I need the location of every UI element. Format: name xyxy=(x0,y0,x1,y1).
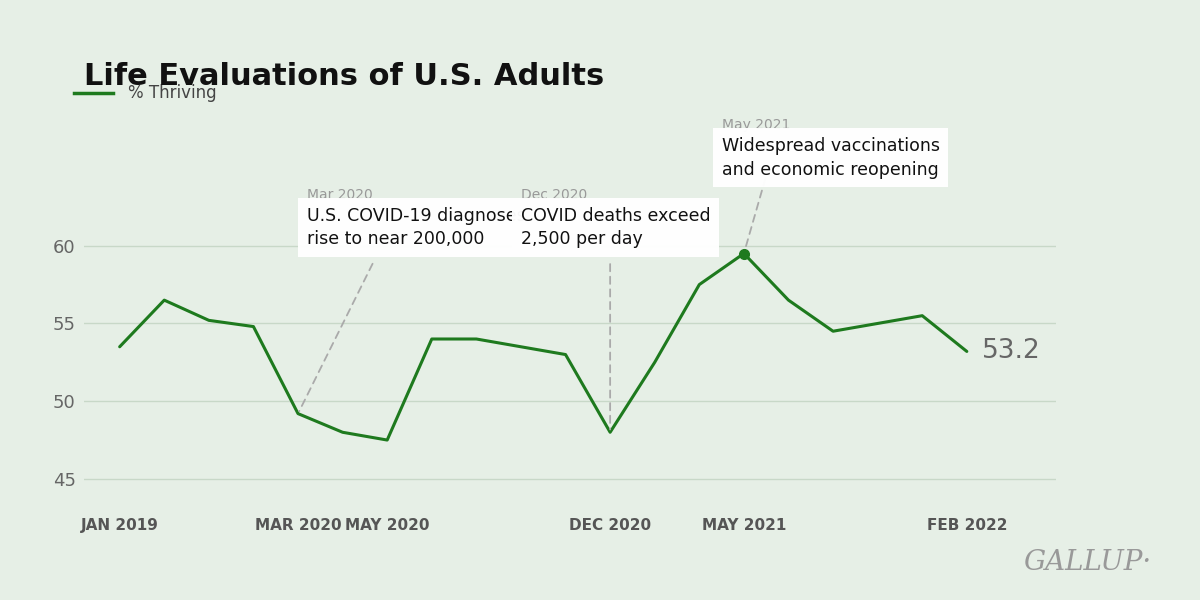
Text: May 2021: May 2021 xyxy=(721,118,790,132)
Text: Widespread vaccinations
and economic reopening: Widespread vaccinations and economic reo… xyxy=(721,137,940,179)
Text: U.S. COVID-19 diagnoses
rise to near 200,000: U.S. COVID-19 diagnoses rise to near 200… xyxy=(307,207,526,248)
Text: % Thriving: % Thriving xyxy=(127,84,216,102)
Text: Dec 2020: Dec 2020 xyxy=(521,188,587,202)
Text: Life Evaluations of U.S. Adults: Life Evaluations of U.S. Adults xyxy=(84,62,605,91)
Text: Mar 2020: Mar 2020 xyxy=(307,188,373,202)
Text: 53.2: 53.2 xyxy=(983,338,1042,364)
Text: GALLUP·: GALLUP· xyxy=(1024,549,1152,576)
Text: COVID deaths exceed
2,500 per day: COVID deaths exceed 2,500 per day xyxy=(521,207,710,248)
